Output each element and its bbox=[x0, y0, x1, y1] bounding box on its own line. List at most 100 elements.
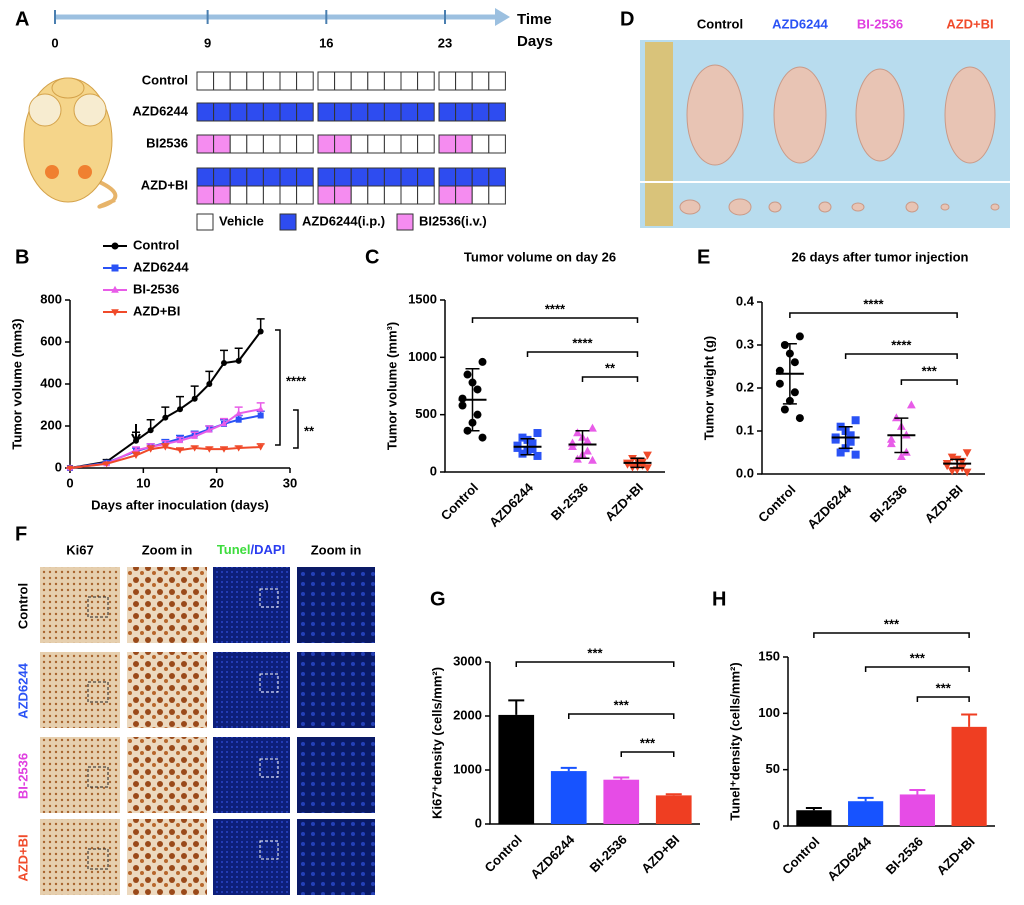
micrograph bbox=[297, 737, 375, 813]
schedule-cell bbox=[350, 134, 369, 154]
schedule-cell bbox=[471, 167, 490, 187]
marker bbox=[111, 242, 119, 250]
schedule-cell bbox=[213, 71, 231, 91]
zoom-box bbox=[259, 588, 279, 608]
schedule-cell bbox=[279, 185, 298, 205]
schedule-cell bbox=[196, 134, 215, 154]
schedule-cell bbox=[246, 167, 264, 187]
schedule-cell bbox=[317, 71, 336, 91]
marker bbox=[588, 423, 597, 432]
significance-bracket bbox=[293, 409, 299, 449]
schedule-cell bbox=[417, 185, 435, 205]
image-header-part: /DAPI bbox=[251, 542, 286, 557]
significance-label: *** bbox=[910, 650, 926, 665]
schedule-cell bbox=[196, 167, 215, 187]
schedule-cell bbox=[488, 134, 506, 154]
schedule-cell bbox=[213, 102, 231, 122]
marker bbox=[775, 379, 784, 388]
image-row-label: AZD+BI bbox=[15, 834, 30, 881]
schedule-cell bbox=[246, 102, 264, 122]
schedule-cell bbox=[455, 167, 473, 187]
x-tick-label: AZD+BI bbox=[922, 482, 966, 526]
error-bar bbox=[909, 788, 926, 795]
arrow bbox=[131, 424, 141, 444]
bar bbox=[603, 779, 640, 824]
marker bbox=[206, 446, 213, 453]
marker bbox=[896, 452, 906, 460]
schedule-cell bbox=[334, 102, 352, 122]
image-header: Ki67 bbox=[66, 542, 93, 557]
schedule-row-label: Control bbox=[142, 72, 188, 87]
schedule-cell bbox=[417, 167, 435, 187]
marker bbox=[851, 416, 860, 425]
error-bar bbox=[560, 766, 577, 772]
x-tick-label: AZD6244 bbox=[804, 481, 854, 531]
significance-bracket bbox=[620, 751, 675, 757]
significance-label: *** bbox=[587, 645, 603, 660]
schedule-cell bbox=[367, 167, 385, 187]
schedule-cell bbox=[350, 185, 369, 205]
marker bbox=[947, 467, 957, 476]
significance-bracket bbox=[515, 661, 675, 667]
schedule-cell bbox=[383, 134, 402, 154]
axis bbox=[761, 302, 985, 475]
schedule-cell bbox=[229, 167, 248, 187]
image-row-label: BI-2536 bbox=[15, 753, 30, 799]
schedule-cell bbox=[471, 71, 490, 91]
schedule-cell bbox=[383, 102, 402, 122]
bar bbox=[951, 726, 987, 826]
micrograph bbox=[127, 737, 207, 813]
marker bbox=[528, 439, 537, 448]
significance-label: **** bbox=[572, 335, 593, 350]
schedule-cell bbox=[367, 134, 385, 154]
timeline-unit: Days bbox=[517, 33, 553, 50]
legend-label: BI-2536 bbox=[133, 281, 179, 296]
photo-label: AZD6244 bbox=[772, 16, 828, 31]
bar bbox=[796, 810, 832, 826]
panel-label: C bbox=[365, 246, 379, 268]
legend-label: AZD+BI bbox=[133, 303, 180, 318]
schedule-cell bbox=[400, 71, 419, 91]
schedule-cell bbox=[471, 102, 490, 122]
legend-swatch bbox=[196, 213, 214, 231]
y-tick-label: 0 bbox=[55, 459, 62, 474]
y-tick-label: 600 bbox=[40, 333, 62, 348]
schedule-cell bbox=[334, 134, 352, 154]
photo-label: BI-2536 bbox=[857, 16, 903, 31]
marker bbox=[220, 446, 228, 453]
error-bar bbox=[665, 793, 682, 796]
chart-title: 26 days after tumor injection bbox=[792, 249, 969, 264]
schedule-cell bbox=[350, 71, 369, 91]
marker bbox=[583, 446, 592, 455]
marker bbox=[257, 328, 264, 335]
significance-label: ** bbox=[605, 360, 616, 375]
marker bbox=[568, 441, 577, 450]
marker bbox=[573, 428, 582, 437]
y-tick-label: 0.1 bbox=[736, 422, 754, 437]
y-tick-label: 2000 bbox=[453, 707, 482, 722]
y-tick-label: 1000 bbox=[453, 761, 482, 776]
schedule-cell bbox=[367, 71, 385, 91]
y-tick-label: 0.4 bbox=[736, 293, 755, 308]
significance-label: **** bbox=[863, 296, 884, 311]
y-tick-label: 150 bbox=[758, 648, 780, 663]
schedule-cell bbox=[438, 71, 457, 91]
schedule-cell bbox=[279, 102, 298, 122]
marker bbox=[257, 444, 264, 451]
y-tick-label: 0.3 bbox=[736, 336, 754, 351]
schedule-cell bbox=[438, 102, 457, 122]
marker bbox=[458, 401, 467, 410]
schedule-cell bbox=[417, 102, 435, 122]
schedule-cell bbox=[213, 134, 231, 154]
schedule-cell bbox=[196, 71, 215, 91]
marker bbox=[147, 446, 154, 453]
marker bbox=[836, 448, 845, 457]
zoom-box bbox=[87, 766, 109, 788]
x-axis-label: Days after inoculation (days) bbox=[91, 497, 269, 512]
y-tick-label: 1000 bbox=[408, 349, 437, 364]
significance-bracket bbox=[526, 351, 639, 357]
schedule-cell bbox=[455, 134, 473, 154]
panel-label: A bbox=[15, 8, 29, 30]
marker bbox=[220, 420, 228, 427]
